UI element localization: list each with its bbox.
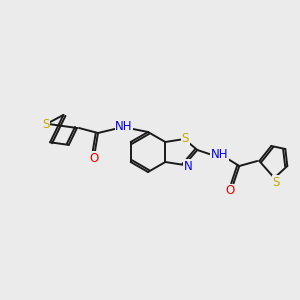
- Text: O: O: [226, 184, 235, 197]
- Text: NH: NH: [115, 121, 133, 134]
- Text: S: S: [182, 131, 189, 145]
- Text: S: S: [273, 176, 280, 188]
- Text: S: S: [42, 118, 50, 131]
- Text: N: N: [184, 160, 193, 172]
- Text: NH: NH: [211, 148, 228, 161]
- Text: O: O: [89, 152, 99, 164]
